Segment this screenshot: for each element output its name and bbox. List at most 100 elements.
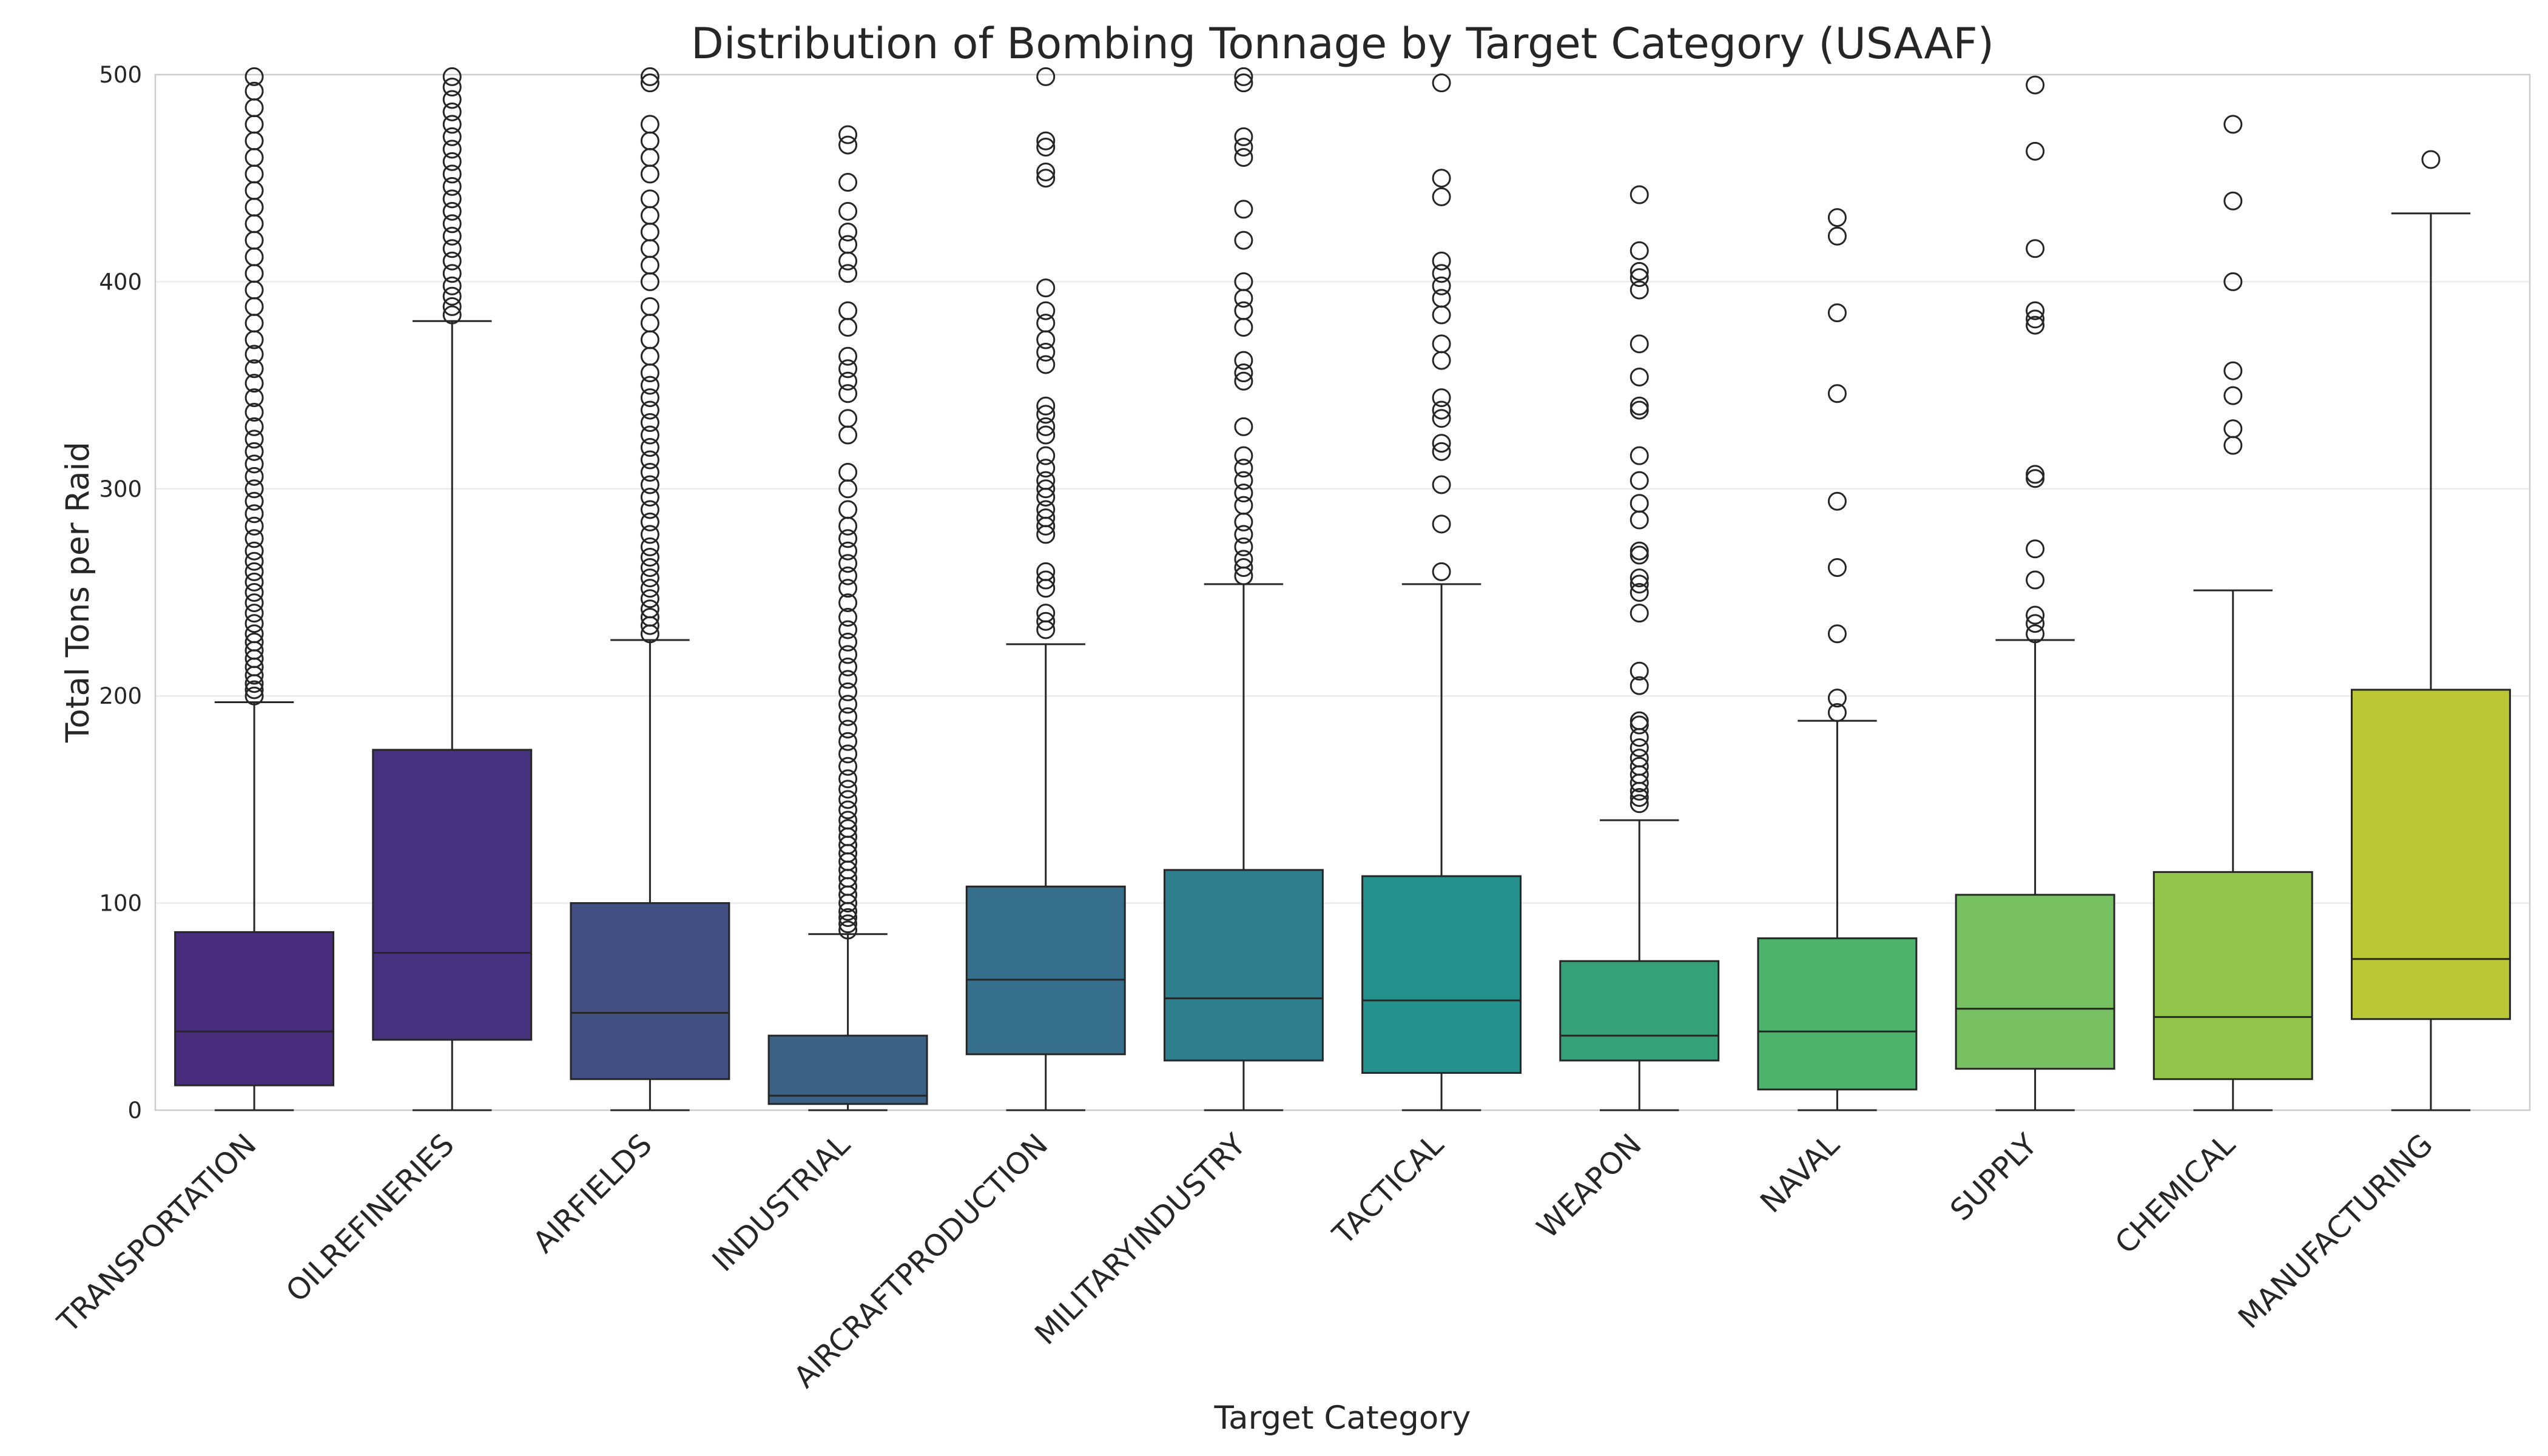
outlier-point [2026, 309, 2045, 329]
y-tick-label: 500 [99, 62, 142, 88]
plot-area-frame [154, 73, 2531, 1111]
outlier-point [2026, 469, 2045, 488]
outlier-point [640, 487, 659, 507]
outlier-point [442, 264, 462, 283]
outlier-point [244, 632, 264, 652]
outlier-point [1630, 661, 1649, 681]
outlier-point [1630, 583, 1649, 602]
outlier-point [838, 264, 858, 283]
box-airfields [570, 67, 730, 1111]
outlier-point [838, 682, 858, 701]
iqr-box [965, 885, 1126, 1056]
outlier-point [640, 450, 659, 470]
outlier-point [1827, 689, 1847, 708]
outlier-point [442, 177, 462, 196]
box-oilrefineries [372, 67, 533, 1111]
outlier-point [244, 624, 264, 644]
outlier-point [838, 657, 858, 676]
outlier-point [1630, 396, 1649, 416]
box-industrial [767, 125, 928, 1111]
outlier-point [1432, 334, 1451, 354]
outlier-point [1630, 280, 1649, 300]
outlier-point [442, 305, 462, 325]
outlier-point [838, 541, 858, 561]
outlier-point [838, 529, 858, 548]
outlier-point [244, 81, 264, 101]
box-naval [1757, 208, 1918, 1111]
outlier-point [640, 73, 659, 93]
outlier-point [1234, 446, 1253, 465]
outlier-point [838, 301, 858, 320]
iqr-box [767, 1034, 928, 1105]
outlier-point [1827, 558, 1847, 578]
outlier-point [838, 811, 858, 830]
outlier-point [442, 115, 462, 134]
outlier-point [1827, 703, 1847, 723]
iqr-box [1757, 937, 1918, 1091]
outlier-point [1432, 276, 1451, 295]
outlier-point [1234, 496, 1253, 515]
outlier-point [1036, 459, 1056, 478]
outlier-point [838, 819, 858, 838]
outlier-point [838, 173, 858, 192]
outlier-point [1827, 624, 1847, 644]
outlier-point [1432, 264, 1451, 283]
outlier-point [2026, 301, 2045, 320]
outlier-point [244, 614, 264, 633]
outlier-point [1432, 475, 1451, 494]
outlier-point [1630, 715, 1649, 735]
outlier-point [1432, 442, 1451, 461]
outlier-point [640, 425, 659, 445]
outlier-point [1234, 231, 1253, 250]
outlier-point [838, 920, 858, 940]
outlier-point [244, 680, 264, 699]
outlier-point [1036, 169, 1056, 188]
outlier-point [640, 547, 659, 567]
outlier-point [244, 572, 264, 592]
outlier-point [244, 442, 264, 461]
outlier-point [838, 554, 858, 573]
outlier-point [1036, 396, 1056, 416]
outlier-point [1234, 484, 1253, 503]
outlier-point [244, 551, 264, 571]
outlier-point [640, 189, 659, 209]
outlier-point [838, 620, 858, 639]
box-aircraftproduction [965, 67, 1126, 1111]
outlier-point [1827, 208, 1847, 228]
outlier-point [1234, 371, 1253, 391]
outlier-point [2223, 361, 2243, 380]
outlier-point [640, 462, 659, 482]
outlier-point [2223, 272, 2243, 291]
outlier-point [1630, 494, 1649, 513]
outlier-point [2026, 239, 2045, 258]
outlier-point [640, 607, 659, 627]
outlier-point [1630, 604, 1649, 623]
outlier-point [442, 152, 462, 171]
outlier-point [1630, 545, 1649, 565]
iqr-box [1559, 960, 1720, 1062]
outlier-point [1432, 514, 1451, 534]
outlier-point [442, 286, 462, 306]
outlier-point [1036, 604, 1056, 623]
outlier-point [1827, 491, 1847, 511]
outlier-point [2026, 614, 2045, 633]
outlier-point [838, 359, 858, 379]
outlier-point [838, 579, 858, 598]
iqr-box [1955, 894, 2115, 1070]
outlier-point [1036, 570, 1056, 590]
outlier-point [1630, 757, 1649, 776]
outlier-point [1234, 148, 1253, 167]
outlier-point [244, 67, 264, 86]
outlier-point [640, 376, 659, 395]
outlier-point [442, 102, 462, 121]
outlier-point [1234, 137, 1253, 157]
outlier-point [2026, 465, 2045, 484]
outlier-point [1234, 417, 1253, 436]
outlier-point [244, 686, 264, 706]
outlier-point [244, 516, 264, 536]
outlier-point [838, 632, 858, 652]
outlier-point [1036, 446, 1056, 465]
iqr-box [1361, 875, 1522, 1074]
outlier-point [1432, 434, 1451, 453]
